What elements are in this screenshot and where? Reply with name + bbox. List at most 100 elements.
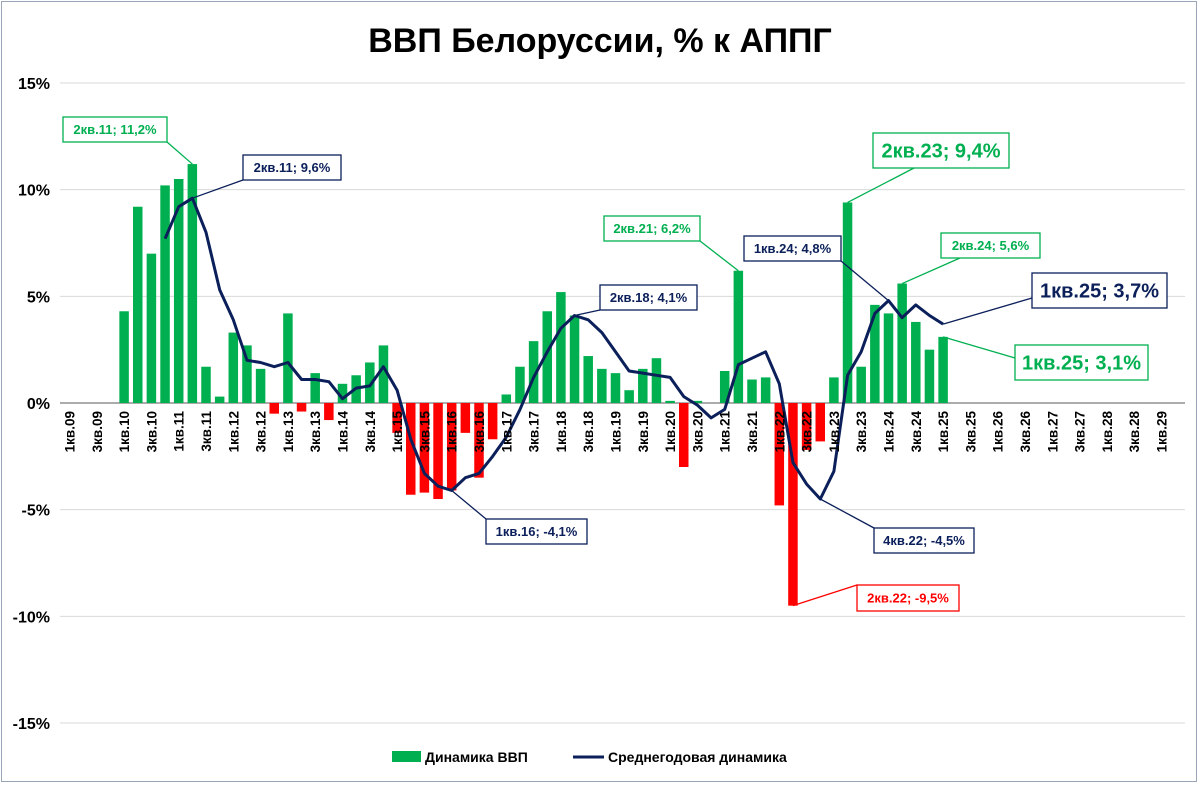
gdp-bar	[242, 345, 252, 403]
x-tick-label: 3кв.13	[308, 411, 323, 453]
y-tick-label: -15%	[13, 716, 50, 733]
annotation-leader	[574, 309, 601, 317]
x-tick-label: 1кв.23	[827, 411, 842, 453]
y-tick-label: -5%	[22, 503, 50, 520]
annotation-label: 2кв.11; 9,6%	[254, 160, 331, 175]
x-tick-label: 1кв.21	[718, 411, 733, 453]
gdp-bar	[296, 403, 307, 412]
annotation-callout: 2кв.21; 6,2%	[603, 215, 739, 272]
annotation-callout: 1кв.25; 3,7%	[942, 272, 1168, 325]
average-line-path	[163, 196, 944, 501]
gdp-bar	[474, 403, 484, 478]
gdp-bar	[365, 362, 375, 403]
x-tick-label: 1кв.14	[336, 411, 351, 453]
annotation-leader	[942, 336, 1016, 359]
gdp-bar	[173, 179, 184, 403]
annotation-leader	[192, 179, 244, 199]
annotation-callout: 2кв.23; 9,4%	[847, 132, 1010, 204]
gdp-bar	[760, 377, 771, 403]
annotation-label: 1кв.16; -4,1%	[496, 524, 578, 539]
x-tick-label: 1кв.12	[226, 411, 241, 452]
gdp-bar	[897, 283, 907, 403]
x-tick-label: 1кв.22	[772, 411, 787, 452]
gdp-bar	[815, 403, 825, 442]
x-tick-label: 3кв.21	[745, 411, 760, 453]
legend: Динамика ВВП Среднегодовая динамика	[392, 749, 787, 765]
annotation-box	[1031, 272, 1168, 309]
annotation-leader	[792, 584, 858, 607]
annotations: 2кв.11; 11,2% 2кв.11; 9,6% 1кв.16; -4,1% 2к…	[62, 116, 1168, 612]
gdp-bar	[201, 366, 211, 403]
gdp-bar	[733, 270, 744, 403]
x-tick-label: 3кв.20	[690, 411, 705, 452]
gdp-bar	[870, 304, 880, 403]
annotation-leader	[840, 260, 889, 302]
gdp-bar	[911, 321, 921, 403]
x-tick-label: 3кв.28	[1127, 411, 1142, 453]
x-tick-label: 3кв.10	[144, 411, 159, 452]
y-tick-label: 10%	[18, 183, 50, 200]
x-tick-label: 1кв.29	[1155, 411, 1170, 452]
gdp-bar	[255, 368, 266, 403]
annotation-box	[940, 232, 1041, 259]
gdp-bars	[119, 164, 948, 606]
gdp-bar	[774, 403, 785, 506]
gdp-bar	[747, 379, 757, 403]
gdp-bar	[160, 185, 170, 403]
gdp-bar	[801, 403, 812, 450]
gdp-bar	[433, 403, 443, 499]
gdp-bar	[542, 311, 552, 403]
annotation-box	[873, 527, 975, 554]
annotation-box	[872, 132, 1010, 169]
x-tick-label: 1кв.11	[172, 411, 187, 452]
gdp-bar	[692, 400, 703, 403]
gdp-bar	[133, 206, 143, 403]
gdp-bar	[187, 164, 198, 403]
annotation-box	[743, 235, 842, 262]
gdp-bar	[487, 403, 498, 440]
gdp-bar	[665, 400, 675, 403]
annotation-leader	[901, 257, 961, 285]
y-tick-label: 5%	[27, 289, 50, 306]
x-tick-label: 3кв.15	[417, 411, 432, 453]
annotation-callout: 2кв.11; 9,6%	[192, 154, 342, 199]
annotation-leader	[451, 489, 487, 520]
annotation-callout: 4кв.22; -4,5%	[819, 498, 975, 554]
annotation-callout: 2кв.18; 4,1%	[574, 284, 698, 317]
x-tick-label: 3кв.16	[472, 411, 487, 453]
legend-swatch-bars	[392, 751, 421, 762]
annotation-box	[856, 584, 960, 612]
x-tick-label: 1кв.24	[882, 411, 897, 453]
annotation-callout: 1кв.16; -4,1%	[451, 489, 588, 545]
x-tick-label: 3кв.11	[199, 411, 214, 452]
annotation-label: 2кв.22; -9,5%	[867, 591, 949, 606]
x-tick-label: 3кв.14	[363, 411, 378, 453]
annotation-callout: 2кв.24; 5,6%	[901, 232, 1041, 285]
gdp-bar	[856, 366, 866, 403]
annotation-leader	[819, 498, 875, 529]
x-tick-label: 3кв.27	[1073, 411, 1088, 452]
x-tick-label: 1кв.20	[663, 411, 678, 452]
annotation-callout: 1кв.24; 4,8%	[743, 235, 889, 302]
average-line	[163, 196, 944, 501]
gdp-bar	[624, 390, 634, 403]
gdp-bar	[583, 356, 593, 403]
annotation-label: 1кв.24; 4,8%	[754, 241, 832, 256]
gdp-bar	[829, 377, 839, 403]
annotation-label: 2кв.18; 4,1%	[610, 290, 688, 305]
x-tick-label: 1кв.17	[499, 411, 514, 452]
annotation-box	[1014, 344, 1149, 381]
gdp-bar	[679, 403, 689, 467]
x-tick-label: 1кв.25	[936, 411, 951, 453]
annotation-callout: 1кв.25; 3,1%	[942, 336, 1149, 381]
y-tick-label: 15%	[18, 76, 50, 93]
gdp-bar	[337, 383, 348, 403]
gdp-bar	[569, 315, 580, 403]
annotation-label: 1кв.25; 3,1%	[1022, 353, 1141, 375]
gdp-bar	[501, 394, 512, 403]
annotation-leader	[699, 240, 739, 272]
gdp-bar	[597, 368, 607, 403]
gdp-bar	[269, 403, 279, 414]
x-tick-label: 1кв.09	[63, 411, 78, 452]
